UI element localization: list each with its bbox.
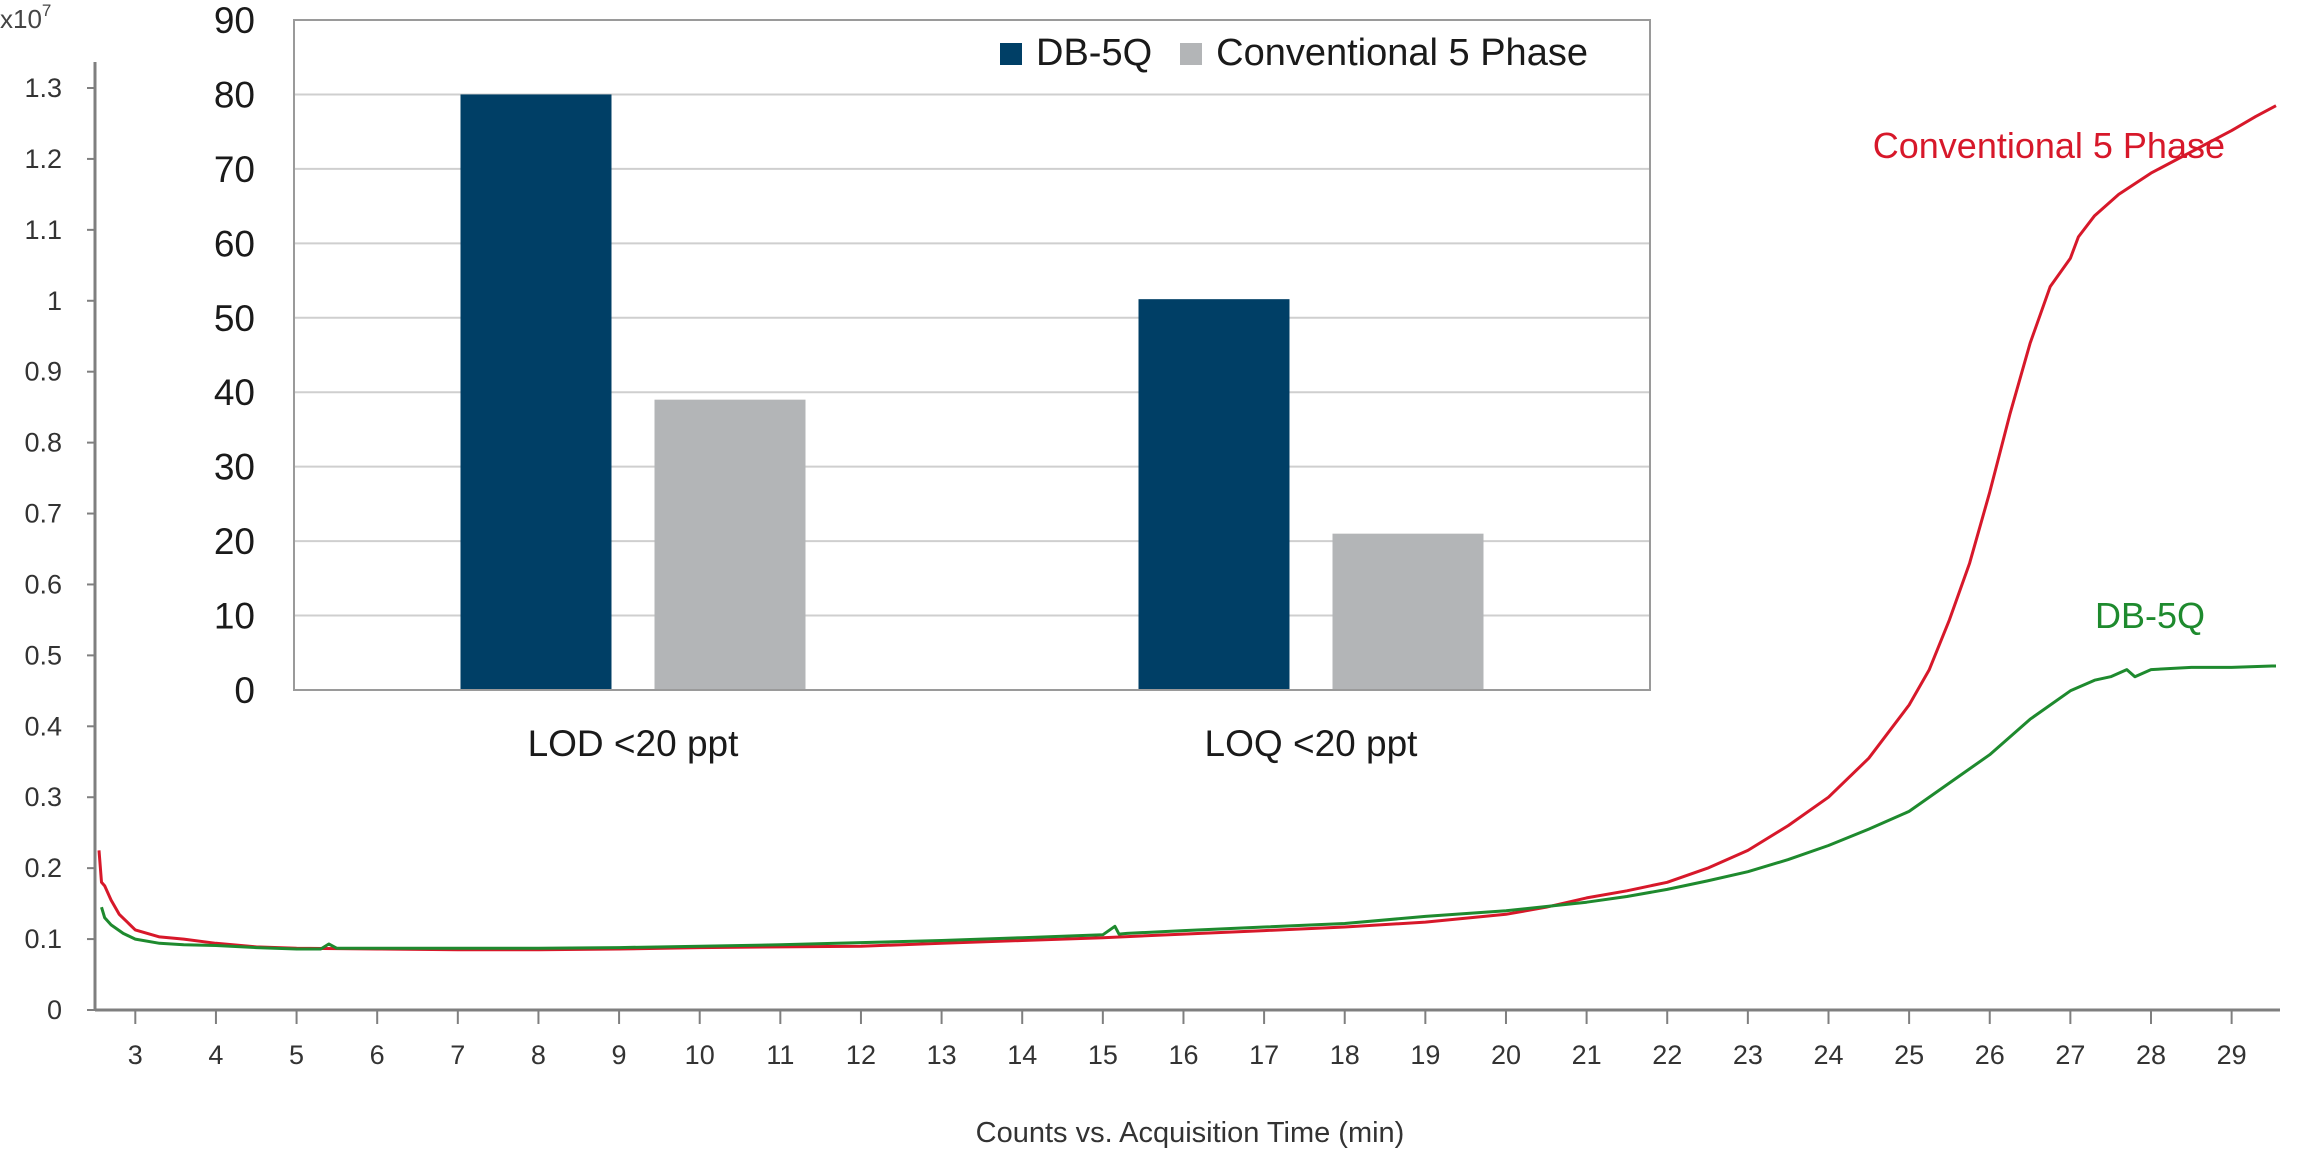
x-tick-label: 11 — [766, 1040, 794, 1070]
y-tick-label: 1.2 — [24, 144, 62, 174]
legend-label-conventional: Conventional 5 Phase — [1216, 32, 1588, 74]
y-tick-label: 1.1 — [24, 215, 62, 245]
x-tick-label: 15 — [1088, 1040, 1118, 1070]
x-axis-label: Counts vs. Acquisition Time (min) — [976, 1117, 1405, 1149]
x-tick-label: 13 — [927, 1040, 957, 1070]
legend-swatch-db5q — [1000, 42, 1022, 65]
x-tick-label: 27 — [2055, 1040, 2085, 1070]
y-tick-label: 0.6 — [24, 569, 62, 599]
x-tick-label: 14 — [1007, 1040, 1037, 1070]
series-line-db5q — [100, 664, 2276, 951]
inset-legend: DB-5Q Conventional 5 Phase — [1000, 32, 1588, 75]
x-tick-label: 16 — [1168, 1040, 1198, 1070]
annotation-db5q: DB-5Q — [2095, 595, 2205, 636]
y-tick-label: 1.3 — [24, 73, 62, 103]
main-x-ticks: 3 4 5 6 7 8 9 10 11 12 13 14 15 16 17 18 19 20 21 22 23 24 25 2… — [128, 1010, 2247, 1070]
y-tick-label: 0.5 — [24, 640, 62, 670]
inset-category-labels: LOD <20 ppt LOQ <20 ppt — [528, 723, 1419, 764]
y-tick-label: 1 — [47, 286, 62, 316]
x-tick-label: 21 — [1572, 1040, 1602, 1070]
x-tick-label: 22 — [1652, 1040, 1682, 1070]
inset-y-tick-label: 50 — [214, 298, 255, 339]
inset-y-tick-label: 10 — [214, 596, 255, 637]
inset-y-tick-label: 90 — [214, 0, 255, 41]
x-tick-label: 28 — [2136, 1040, 2166, 1070]
y-tick-label: 0.3 — [24, 782, 62, 812]
y-tick-label: 0.9 — [24, 357, 62, 387]
legend-label-db5q: DB-5Q — [1036, 32, 1153, 74]
inset-y-tick-label: 20 — [214, 521, 255, 562]
y-tick-label: 0.4 — [24, 711, 62, 741]
y-multiplier-base: x10 — [0, 4, 42, 34]
bar-db5q-lod — [460, 94, 612, 690]
inset-frame — [293, 19, 1651, 691]
annotation-conventional: Conventional 5 Phase — [1873, 125, 2225, 166]
main-y-ticks: 0 0.1 0.2 0.3 0.4 0.5 0.6 0.7 0.8 0.9 1 1.1 1.2 1.3 — [24, 73, 95, 1025]
main-series — [97, 104, 2277, 952]
inset-category-label: LOD <20 ppt — [528, 723, 740, 764]
x-tick-label: 8 — [531, 1040, 546, 1070]
x-tick-label: 25 — [1894, 1040, 1924, 1070]
x-tick-label: 7 — [450, 1040, 465, 1070]
x-tick-label: 23 — [1733, 1040, 1763, 1070]
x-tick-label: 3 — [128, 1040, 143, 1070]
bar-conventional-lod — [654, 399, 806, 690]
inset-bar-chart: 0 10 20 30 40 50 60 70 80 90 LOD <20 ppt LOQ <20 p… — [214, 0, 1651, 764]
x-tick-label: 29 — [2217, 1040, 2247, 1070]
inset-y-tick-label: 60 — [214, 223, 255, 264]
inset-category-label: LOQ <20 ppt — [1205, 723, 1419, 764]
y-tick-label: 0.1 — [24, 924, 62, 954]
x-tick-label: 26 — [1975, 1040, 2005, 1070]
inset-bars — [460, 94, 1484, 690]
y-tick-label: 0.8 — [24, 428, 62, 458]
x-tick-label: 5 — [289, 1040, 304, 1070]
x-tick-label: 24 — [1813, 1040, 1843, 1070]
inset-y-tick-label: 30 — [214, 447, 255, 488]
x-tick-label: 19 — [1410, 1040, 1440, 1070]
inset-y-tick-label: 70 — [214, 149, 255, 190]
main-axes — [93, 62, 2280, 1012]
legend-item-conventional: Conventional 5 Phase — [1180, 32, 1588, 75]
x-tick-label: 10 — [685, 1040, 715, 1070]
y-tick-label: 0 — [47, 995, 62, 1025]
legend-swatch-conventional — [1180, 42, 1203, 65]
legend-item-db5q: DB-5Q — [1000, 32, 1152, 75]
x-tick-label: 6 — [370, 1040, 385, 1070]
x-tick-label: 17 — [1249, 1040, 1279, 1070]
bar-conventional-loq — [1332, 533, 1484, 690]
inset-y-ticks: 0 10 20 30 40 50 60 70 80 90 — [214, 0, 255, 711]
y-tick-label: 0.2 — [24, 853, 62, 883]
x-tick-label: 18 — [1330, 1040, 1360, 1070]
y-tick-label: 0.7 — [24, 499, 62, 529]
y-axis-multiplier: x107 — [0, 1, 51, 34]
x-tick-label: 9 — [612, 1040, 627, 1070]
inset-y-tick-label: 0 — [234, 670, 255, 711]
x-tick-label: 4 — [208, 1040, 223, 1070]
x-tick-label: 20 — [1491, 1040, 1521, 1070]
inset-y-tick-label: 80 — [214, 74, 255, 115]
y-multiplier-exponent: 7 — [42, 1, 51, 20]
bar-db5q-loq — [1138, 299, 1290, 690]
inset-y-tick-label: 40 — [214, 372, 255, 413]
x-tick-label: 12 — [846, 1040, 876, 1070]
